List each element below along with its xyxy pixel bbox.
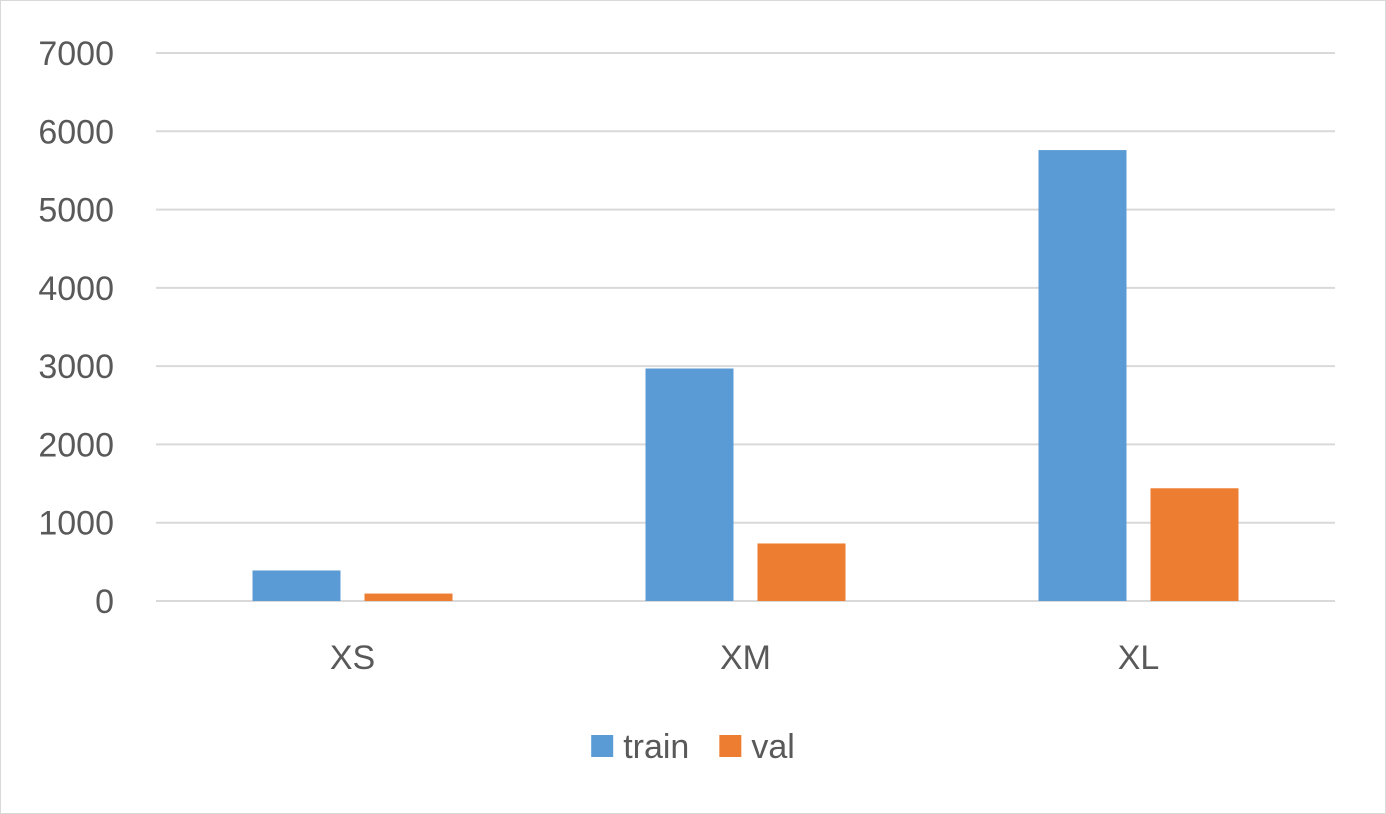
y-tick-label: 0 [95,583,114,621]
y-tick-label: 2000 [38,426,114,464]
bar-val-XM [757,543,846,601]
bar-train-XL [1038,150,1127,601]
gridlines [156,52,1335,602]
bar-train-XM [645,368,734,601]
bar-train-XS [252,570,341,601]
y-tick-label: 7000 [38,35,114,73]
y-tick-label: 1000 [38,505,114,543]
bar-val-XS [364,593,453,601]
y-tick-label: 6000 [38,113,114,151]
y-axis-ticks: 0 1000 2000 3000 4000 5000 6000 7000 [38,35,114,621]
bar-val-XL [1150,488,1239,601]
legend-swatch-train [591,735,614,757]
y-tick-label: 5000 [38,192,114,230]
x-tick-label: XL [1118,639,1160,677]
legend-label-train: train [623,728,689,766]
x-tick-label: XM [720,639,771,677]
legend-swatch-val [719,735,742,757]
bars [252,150,1239,601]
y-tick-label: 3000 [38,348,114,386]
x-axis-ticks: XS XM XL [330,639,1159,677]
legend: train val [591,728,795,766]
legend-label-val: val [751,728,794,766]
y-tick-label: 4000 [38,270,114,308]
x-tick-label: XS [330,639,375,677]
